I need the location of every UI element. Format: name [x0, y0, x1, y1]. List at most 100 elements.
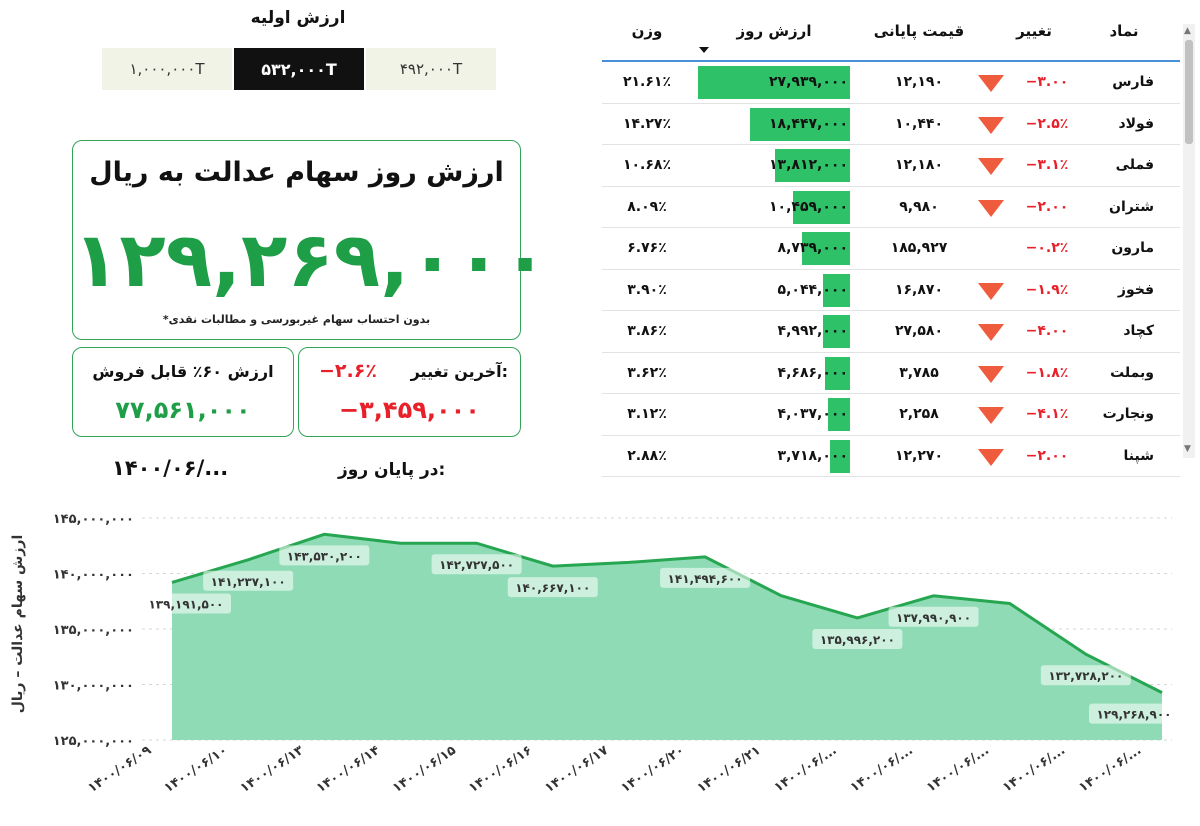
- change-card: آخرین تغییر: −۲.۶٪ −۳,۴۵۹,۰۰۰: [298, 347, 521, 437]
- row-weight: ۲۱.۶۱٪: [622, 74, 672, 90]
- row-day-value: ۴,۹۹۲,۰۰۰: [777, 323, 848, 339]
- y-tick-label: ۱۲۵,۰۰۰,۰۰۰: [53, 734, 134, 749]
- x-tick-label: ۱۴۰۰/۰۶/۱۷: [542, 743, 611, 796]
- row-symbol: مارون: [1111, 240, 1154, 256]
- row-value-bar: [698, 66, 850, 99]
- y-tick-label: ۱۴۰,۰۰۰,۰۰۰: [53, 568, 134, 583]
- row-day-value: ۱۸,۴۴۷,۰۰۰: [769, 115, 848, 132]
- row-value-bar: [828, 398, 850, 431]
- row-symbol: وبملت: [1110, 364, 1154, 381]
- row-day-value: ۱۰,۴۵۹,۰۰۰: [769, 198, 848, 215]
- x-tick-label: ۱۴۰۰/۰۶/۲۰: [618, 743, 687, 796]
- change-label: آخرین تغییر:: [410, 362, 508, 381]
- main-value-card: ارزش روز سهام عدالت به ریال ۱۲۹,۲۶۹,۰۰۰ …: [72, 140, 545, 340]
- table-row[interactable]: ونجارت −۴.۱٪ ۲,۲۵۸ ۴,۰۳۷,۰۰۰ ۳.۱۲٪: [602, 394, 1180, 436]
- row-value-bar: [822, 315, 850, 348]
- row-weight: ۲.۸۸٪: [627, 447, 667, 464]
- header-day-value[interactable]: ارزش روز: [736, 22, 812, 40]
- down-arrow-icon: [978, 116, 1004, 134]
- row-value-bar: [822, 273, 850, 307]
- row-close: ۹,۹۸۰: [899, 198, 939, 215]
- data-label-text: ۱۳۹,۱۹۱,۵۰۰: [148, 597, 223, 611]
- table-row[interactable]: مارون −۰.۲٪ ۱۸۵,۹۲۷ ۸,۷۳۹,۰۰۰ ۶.۷۶٪: [602, 228, 1180, 270]
- row-symbol: شپنا: [1123, 447, 1154, 464]
- scroll-down-icon[interactable]: ▼: [1184, 444, 1191, 454]
- initial-value-title: ارزش اولیه: [250, 8, 346, 28]
- table-scroll-thumb[interactable]: [1185, 40, 1193, 144]
- row-symbol: فخوز: [1117, 281, 1154, 298]
- header-close[interactable]: قیمت پایانی: [873, 22, 965, 40]
- table-row[interactable]: کچاد −۴.۰۰ ۲۷,۵۸۰ ۴,۹۹۲,۰۰۰ ۳.۸۶٪: [602, 311, 1180, 353]
- initial-segment-1: ۱,۰۰۰,۰۰۰T: [102, 48, 232, 90]
- header-change[interactable]: تغییر: [1016, 22, 1052, 40]
- table-row[interactable]: شتران −۲.۰۰ ۹,۹۸۰ ۱۰,۴۵۹,۰۰۰ ۸.۰۹٪: [602, 187, 1180, 228]
- down-arrow-icon: [978, 75, 1004, 92]
- series-line: [171, 532, 1163, 694]
- row-day-value: ۸,۷۳۹,۰۰۰: [777, 240, 848, 256]
- data-label: ۱۳۹,۱۹۱,۵۰۰: [141, 593, 231, 614]
- down-arrow-icon: [978, 407, 1004, 424]
- data-label-text: ۱۴۱,۲۳۷,۱۰۰: [211, 575, 286, 589]
- row-symbol: کچاد: [1123, 323, 1154, 339]
- x-tick-label: ۱۴۰۰/۰۶/۰۹: [85, 743, 154, 796]
- x-tick-label: ۱۴۰۰/۰۶/۱۶: [466, 743, 535, 796]
- sellable-label: ارزش ۶۰٪ قابل فروش: [92, 362, 274, 381]
- row-change: −۲.۰۰: [1025, 198, 1069, 215]
- row-close: ۳,۷۸۵: [899, 364, 939, 381]
- x-tick-label: ۱۴۰۰/۰۶/۱۴: [314, 743, 383, 796]
- row-weight: ۱۴.۲۷٪: [622, 115, 672, 132]
- area-fill: [172, 534, 1162, 740]
- data-label: ۱۴۲,۷۲۷,۵۰۰: [431, 554, 522, 575]
- table-row[interactable]: وبملت −۱.۸٪ ۳,۷۸۵ ۴,۶۸۶,۰۰۰ ۳.۶۲٪: [602, 353, 1180, 394]
- table-row[interactable]: فولاد −۲.۵٪ ۱۰,۴۴۰ ۱۸,۴۴۷,۰۰۰ ۱۴.۲۷٪: [602, 104, 1180, 145]
- data-label: ۱۴۳,۵۳۰,۲۰۰: [279, 545, 370, 566]
- chart-y-axis-label: ارزش سهام عدالت – ریال: [10, 535, 26, 714]
- row-symbol: شتران: [1109, 198, 1154, 215]
- data-label-text: ۱۳۲,۷۲۸,۲۰۰: [1048, 669, 1123, 683]
- initial-segment-3: ۴۹۲,۰۰۰T: [366, 48, 496, 90]
- row-value-bar: [793, 190, 850, 224]
- data-label-text: ۱۳۵,۹۹۶,۲۰۰: [820, 633, 895, 647]
- row-close: ۲,۲۵۸: [899, 406, 939, 422]
- initial-segment-2: ۵۳۲,۰۰۰T: [234, 48, 364, 90]
- down-arrow-icon: [978, 324, 1004, 341]
- row-close: ۱۲,۱۸۰: [894, 157, 944, 173]
- row-close: ۱۲,۲۷۰: [894, 447, 944, 464]
- x-tick-label: ۱۴۰۰/۰۶/۲۱: [695, 743, 764, 796]
- header-symbol[interactable]: نماد: [1109, 22, 1139, 40]
- data-label: ۱۴۱,۲۳۷,۱۰۰: [203, 570, 294, 591]
- data-label: ۱۴۰,۶۶۷,۱۰۰: [507, 577, 598, 598]
- row-change: −۱.۸٪: [1025, 364, 1069, 381]
- x-tick-label: ۱۴۰۰/۰۶/...: [924, 743, 992, 796]
- scroll-up-icon[interactable]: ▲: [1184, 26, 1191, 36]
- row-day-value: ۴,۰۳۷,۰۰۰: [777, 406, 848, 422]
- data-label-text: ۱۴۱,۴۹۴,۶۰۰: [668, 572, 743, 586]
- sort-desc-icon[interactable]: [699, 47, 709, 53]
- row-weight: ۳.۹۰٪: [627, 281, 667, 298]
- sellable-value: ۷۷,۵۶۱,۰۰۰: [115, 396, 251, 424]
- row-change: −۲.۵٪: [1025, 115, 1069, 132]
- data-label-text: ۱۴۳,۵۳۰,۲۰۰: [287, 549, 362, 563]
- x-tick-label: ۱۴۰۰/۰۶/...: [772, 743, 840, 796]
- row-change: −۴.۱٪: [1025, 406, 1069, 422]
- header-weight[interactable]: وزن: [631, 22, 663, 40]
- row-weight: ۳.۸۶٪: [627, 323, 667, 339]
- table-row[interactable]: فخوز −۱.۹٪ ۱۶,۸۷۰ ۵,۰۴۴,۰۰۰ ۳.۹۰٪: [602, 270, 1180, 311]
- row-weight: ۸.۰۹٪: [627, 198, 667, 215]
- row-value-bar: [802, 232, 850, 265]
- row-weight: ۳.۱۲٪: [627, 406, 667, 422]
- row-symbol: فولاد: [1118, 115, 1154, 132]
- table-row[interactable]: فملی −۳.۱٪ ۱۲,۱۸۰ ۱۳,۸۱۲,۰۰۰ ۱۰.۶۸٪: [602, 145, 1180, 187]
- row-day-value: ۲۷,۹۳۹,۰۰۰: [769, 74, 848, 90]
- row-change: −۱.۹٪: [1025, 281, 1069, 298]
- row-weight: ۳.۶۲٪: [627, 364, 667, 381]
- table-row[interactable]: شپنا −۲.۰۰ ۱۲,۲۷۰ ۳,۷۱۸,۰۰۰ ۲.۸۸٪: [602, 436, 1180, 477]
- x-tick-label: ۱۴۰۰/۰۶/...: [1000, 743, 1068, 796]
- row-weight: ۱۰.۶۸٪: [622, 157, 672, 173]
- data-label: ۱۳۷,۹۹۰,۹۰۰: [888, 606, 979, 627]
- main-value-title: ارزش روز سهام عدالت به ریال: [89, 157, 504, 188]
- change-value: −۳,۴۵۹,۰۰۰: [339, 396, 480, 424]
- x-tick-label: ۱۴۰۰/۰۶/۱۳: [238, 743, 307, 796]
- row-day-value: ۴,۶۸۶,۰۰۰: [777, 364, 848, 381]
- table-row[interactable]: فارس −۳.۰۰ ۱۲,۱۹۰ ۲۷,۹۳۹,۰۰۰ ۲۱.۶۱٪: [602, 62, 1180, 104]
